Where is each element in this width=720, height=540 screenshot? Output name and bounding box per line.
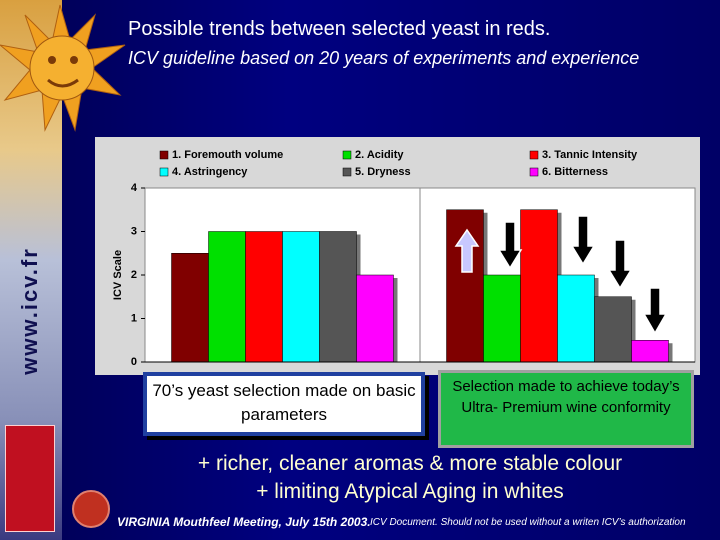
legend-label: 1. Foremouth volume: [172, 149, 283, 161]
bar: [171, 253, 209, 363]
bar: [282, 231, 320, 363]
legend-label: 5. Dryness: [355, 166, 411, 178]
box-left: 70’s yeast selection made on basic param…: [143, 372, 425, 436]
box-right: Selection made to achieve today’s Ultra-…: [438, 370, 694, 448]
benefit-1: + richer, cleaner aromas & more stable c…: [197, 452, 623, 475]
y-axis-label: ICV Scale: [112, 250, 124, 300]
bar: [631, 340, 669, 363]
bar: [245, 231, 283, 363]
y-tick-label: 4: [131, 182, 138, 194]
bar: [319, 231, 357, 363]
y-tick-label: 2: [131, 269, 137, 281]
footer-meeting: VIRGINIA Mouthfeel Meeting, July 15th 20…: [117, 515, 371, 529]
benefit-2: + limiting Atypical Aging in whites: [256, 480, 564, 503]
legend-swatch: [159, 150, 169, 160]
legend-swatch: [529, 167, 539, 177]
sun-decoration: [0, 4, 126, 132]
bar: [557, 274, 595, 363]
legend-swatch: [342, 150, 352, 160]
footer-logo: [72, 490, 110, 528]
bar: [446, 209, 484, 363]
bar: [594, 296, 632, 363]
legend-swatch: [342, 167, 352, 177]
footer-notice: ICV Document. Should not be used without…: [370, 517, 686, 528]
legend-swatch: [529, 150, 539, 160]
bar: [208, 231, 246, 363]
sidebar-url: www.icv.fr: [17, 247, 42, 375]
legend-label: 2. Acidity: [355, 149, 404, 161]
bar: [483, 274, 521, 363]
icv-logo: [5, 425, 55, 532]
legend-label: 3. Tannic Intensity: [542, 149, 638, 161]
title: Possible trends between selected yeast i…: [128, 18, 551, 40]
subtitle: ICV guideline based on 20 years of exper…: [128, 48, 640, 68]
legend-swatch: [159, 167, 169, 177]
chart: 1. Foremouth volume 2. Acidity 3. Tannic I…: [95, 137, 700, 375]
bar: [356, 274, 394, 363]
legend-label: 6. Bitterness: [542, 166, 608, 178]
bar: [520, 209, 558, 363]
y-tick-label: 3: [131, 225, 137, 237]
y-tick-label: 0: [131, 356, 137, 368]
y-tick-label: 1: [131, 312, 137, 324]
legend-label: 4. Astringency: [172, 166, 248, 178]
